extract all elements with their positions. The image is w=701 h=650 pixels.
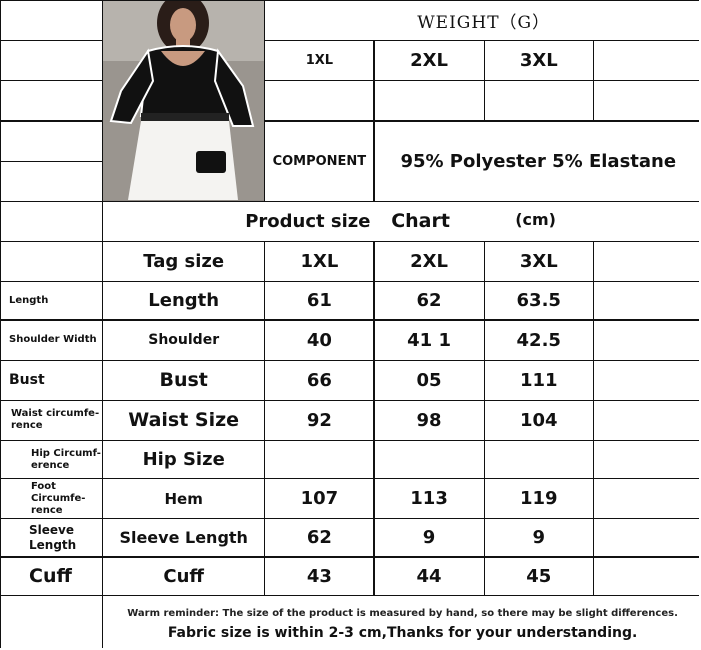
weight-2xl [374,81,484,121]
value-1xl: 43 [265,557,374,595]
row-label: Length [103,282,265,320]
value-1xl: 40 [265,320,374,360]
value-2xl: 98 [374,400,484,440]
component-label: COMPONENT [265,121,374,201]
row-label: Hip Size [103,441,265,479]
model-image [103,1,265,201]
empty-cell [593,519,701,557]
row-left-label: Foot Circumfe-rence [1,479,102,519]
value-1xl: 107 [265,479,374,519]
empty-cell [593,41,701,81]
empty-cell [1,41,102,81]
value-1xl: 62 [265,519,374,557]
value-3xl: 45 [484,557,593,595]
row-label: Bust [103,360,265,400]
value-3xl: 104 [484,400,593,440]
value-3xl: 42.5 [484,320,593,360]
row-left-label: Shoulder Width [1,320,102,360]
empty-cell [1,1,102,40]
empty-cell [593,360,701,400]
chart-title-part2: Chart [391,210,450,233]
weight-size-2xl: 2XL [374,41,484,81]
value-2xl: 9 [374,519,484,557]
value-2xl: 41 1 [374,320,484,360]
empty-cell [593,479,701,519]
empty-cell [1,81,102,121]
weight-size-3xl: 3XL [484,41,593,81]
value-3xl: 63.5 [484,282,593,320]
tag-size-1xl: 1XL [265,242,374,282]
row-left-label: Hip Circumf-erence [1,441,102,479]
empty-cell [1,201,102,241]
weight-title: WEIGHT（G） [265,1,701,40]
empty-cell [593,320,701,360]
value-3xl [484,441,593,479]
value-1xl [265,441,374,479]
value-2xl [374,441,484,479]
row-label: Shoulder [103,320,265,360]
empty-cell [593,282,701,320]
weight-size-1xl: 1XL [265,41,374,81]
footer-note: Warm reminder: The size of the product i… [103,595,701,650]
tag-size-3xl: 3XL [484,242,593,282]
empty-cell [1,161,102,201]
product-photo [103,1,265,201]
chart-title-part1: Product size [245,210,371,232]
empty-cell [593,441,701,479]
value-2xl: 113 [374,479,484,519]
empty-cell [1,595,102,650]
row-label: Hem [103,479,265,519]
value-1xl: 66 [265,360,374,400]
component-value: 95% Polyester 5% Elastane [374,121,701,201]
row-label: Cuff [103,557,265,595]
weight-3xl [484,81,593,121]
value-2xl: 05 [374,360,484,400]
row-left-label: Cuff [1,557,102,595]
row-label: Sleeve Length [103,519,265,557]
chart-unit: (cm) [515,209,556,229]
value-3xl: 111 [484,360,593,400]
row-label: Waist Size [103,400,265,440]
empty-cell [593,557,701,595]
tag-size-label: Tag size [103,242,265,282]
empty-cell [1,121,102,161]
footer-tolerance: Fabric size is within 2-3 cm,Thanks for … [167,624,638,641]
row-left-label: Length [1,282,102,320]
tag-size-2xl: 2XL [374,242,484,282]
row-left-label: Waist circumfe-rence [1,400,102,440]
value-3xl: 9 [484,519,593,557]
value-3xl: 119 [484,479,593,519]
value-1xl: 92 [265,400,374,440]
chart-title: Product size Chart (cm) [103,201,701,241]
value-2xl: 62 [374,282,484,320]
row-left-label: Sleeve Length [1,519,102,557]
empty-cell [593,81,701,121]
empty-cell [593,242,701,282]
value-2xl: 44 [374,557,484,595]
empty-cell [593,400,701,440]
weight-1xl [265,81,374,121]
value-1xl: 61 [265,282,374,320]
empty-cell [1,242,102,282]
footer-reminder: Warm reminder: The size of the product i… [127,607,678,619]
row-left-label: Bust [1,360,102,400]
